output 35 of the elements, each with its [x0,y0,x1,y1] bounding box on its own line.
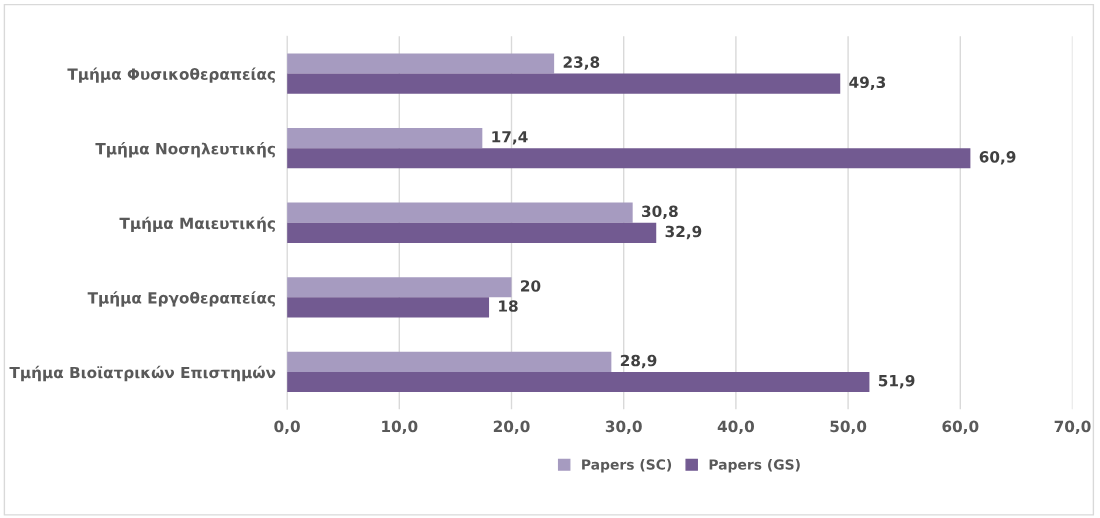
bar [287,371,870,393]
data-label: 30,8 [642,205,678,220]
bar [287,148,971,169]
legend-label: Papers (SC) [582,459,672,473]
bar [287,222,657,243]
x-tick-label: 0,0 [274,420,300,435]
bar [287,297,490,318]
data-label: 28,9 [620,354,657,369]
x-tick-label: 50,0 [830,420,867,435]
x-tick-label: 40,0 [717,420,755,435]
legend-label: Papers (GS) [709,459,800,473]
x-tick-label: 60,0 [942,420,979,435]
data-label: 51,9 [878,374,915,389]
data-label: 23,8 [563,56,600,70]
bar [287,53,555,74]
data-label: 17,4 [492,131,528,145]
data-label: 20 [521,280,541,292]
data-label: 60,9 [979,151,1016,165]
y-tick-label: Τμήμα Εργοθεραπείας [87,291,275,307]
data-label: 32,9 [665,225,702,240]
y-tick-label: Τμήμα Νοσηλευτικής [95,142,275,158]
x-tick-label: 10,0 [382,420,418,435]
bar [287,202,633,223]
x-tick-label: 70,0 [1054,420,1091,435]
data-label: 49,3 [849,76,886,91]
bar [287,277,512,298]
y-tick-label: Τμήμα Φυσικοθεραπείας [67,67,275,83]
y-tick-label: Τμήμα Βιοϊατρικών Επιστημών [9,365,276,382]
y-tick-label: Τμήμα Μαιευτικής [119,216,275,233]
data-label: 18 [499,300,518,312]
x-tick-label: 20,0 [493,420,530,435]
bar [287,128,483,149]
x-tick-label: 30,0 [605,420,642,435]
bar [287,351,612,372]
bar [287,73,841,94]
